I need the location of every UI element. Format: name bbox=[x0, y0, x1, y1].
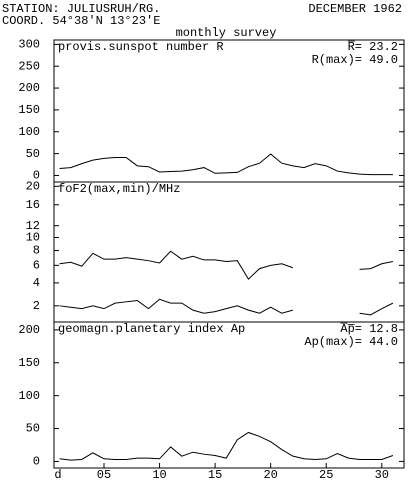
x-tick-label: 05 bbox=[97, 468, 111, 480]
y-tick-label: 12 bbox=[26, 219, 40, 233]
y-tick-label: 150 bbox=[18, 103, 40, 117]
y-tick-label: 16 bbox=[26, 198, 40, 212]
y-tick-label: 300 bbox=[18, 38, 40, 52]
y-tick-label: 6 bbox=[33, 259, 40, 273]
annotation: R(max)= 49.0 bbox=[312, 53, 398, 67]
series-line bbox=[59, 153, 393, 176]
panel-title: foF2(max,min)/MHz bbox=[58, 182, 180, 196]
y-tick-label: 4 bbox=[33, 276, 40, 290]
x-tick-label: 15 bbox=[208, 468, 222, 480]
date: DECEMBER 1962 bbox=[308, 2, 402, 16]
y-tick-label: 200 bbox=[18, 81, 40, 95]
y-tick-label: 250 bbox=[18, 59, 40, 73]
annotation: A̅p̅= 12.8 bbox=[340, 322, 398, 336]
x-tick-label: 10 bbox=[152, 468, 166, 480]
y-tick-label: 0 bbox=[33, 169, 40, 183]
panel-frame bbox=[53, 181, 405, 323]
y-tick-label: 8 bbox=[33, 244, 40, 258]
coord: COORD. 54°38'N 13°23'E bbox=[2, 14, 160, 28]
panel-title: geomagn.planetary index Ap bbox=[58, 322, 245, 336]
series-line bbox=[59, 431, 394, 461]
y-tick-label: 2 bbox=[33, 299, 40, 313]
y-tick-label: 100 bbox=[18, 125, 40, 139]
panel-frame bbox=[53, 321, 405, 469]
y-tick-label: 50 bbox=[26, 422, 40, 436]
y-tick-label: 150 bbox=[18, 356, 40, 370]
y-tick-label: 20 bbox=[26, 179, 40, 193]
x-label: d bbox=[54, 468, 61, 480]
panel-title: provis.sunspot number R bbox=[58, 40, 224, 54]
x-tick-label: 20 bbox=[263, 468, 277, 480]
y-tick-label: 100 bbox=[18, 389, 40, 403]
subtitle: monthly survey bbox=[176, 26, 277, 40]
y-tick-label: 10 bbox=[26, 231, 40, 245]
y-tick-label: 200 bbox=[18, 323, 40, 337]
station: STATION: JULIUSRUH/RG. bbox=[2, 2, 160, 16]
annotation: R̅= 23.2 bbox=[347, 40, 398, 54]
x-tick-label: 25 bbox=[319, 468, 333, 480]
series-line bbox=[59, 298, 394, 316]
annotation: Ap(max)= 44.0 bbox=[304, 335, 398, 349]
y-tick-label: 0 bbox=[33, 455, 40, 469]
x-tick-label: 30 bbox=[375, 468, 389, 480]
series-line bbox=[59, 250, 393, 280]
y-tick-label: 50 bbox=[26, 147, 40, 161]
